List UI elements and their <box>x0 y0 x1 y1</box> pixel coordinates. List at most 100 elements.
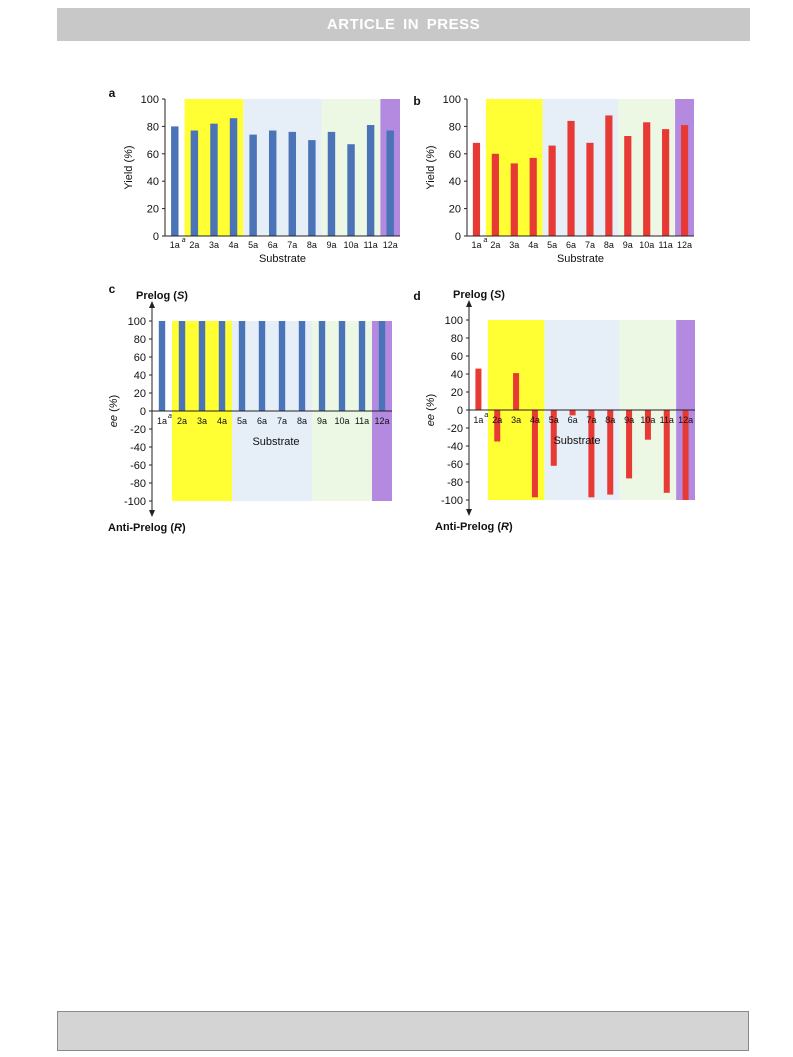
y-tick-label: -60 <box>447 459 463 471</box>
x-tick-label: 9a <box>624 415 634 425</box>
x-tick-label: 1a <box>170 240 180 250</box>
chart-c-ee-blue: c 100 80 60 40 20 0 -20 -40 -60 -80 -100 1a a 2a 3a 4a 5a… <box>108 282 392 534</box>
arrow-up-icon <box>149 301 155 308</box>
anti-prelog-label: Anti-Prelog (R) <box>108 522 186 534</box>
y-tick-label: 60 <box>451 351 463 363</box>
x-tick-label: 6a <box>257 416 267 426</box>
y-tick-label: 80 <box>449 121 461 133</box>
x-tick-label: 1a <box>471 240 481 250</box>
x-tick-label: 12a <box>374 416 389 426</box>
x-tick-label: 6a <box>568 415 578 425</box>
x-tick-label: 5a <box>248 240 258 250</box>
y-axis-label: Yield (%) <box>123 145 135 189</box>
y-tick-label: 20 <box>451 387 463 399</box>
x-tick-label: 5a <box>237 416 247 426</box>
panel-letter: d <box>413 289 420 303</box>
bar-9a <box>318 321 326 411</box>
y-tick-label: 0 <box>140 406 146 418</box>
x-tick-label: 11a <box>660 415 674 425</box>
panel-letter: a <box>109 86 116 100</box>
bar-4a <box>529 157 537 236</box>
bar-5a <box>238 321 246 411</box>
bar-7a <box>288 131 297 236</box>
y-tick-label: -40 <box>447 441 463 453</box>
x-tick-superscript: a <box>483 237 487 244</box>
x-tick-label: 8a <box>605 415 615 425</box>
bar-1a <box>171 126 179 236</box>
y-tick-label: -80 <box>130 478 146 490</box>
panel-letter: b <box>413 94 420 108</box>
x-axis-label: Substrate <box>259 253 306 265</box>
arrow-down-icon <box>149 510 155 517</box>
panel-letter: c <box>109 282 116 296</box>
y-tick-label: -20 <box>447 423 463 435</box>
y-tick-label: 60 <box>147 149 159 161</box>
y-tick-label: 80 <box>147 121 159 133</box>
x-tick-label: 1a <box>473 415 483 425</box>
prelog-label: Prelog (S) <box>136 290 188 302</box>
x-axis-label: Substrate <box>252 436 299 448</box>
anti-prelog-label: Anti-Prelog (R) <box>435 521 513 533</box>
bar-5a <box>249 134 257 236</box>
bar-10a <box>644 410 651 440</box>
x-tick-label: 2a <box>177 416 187 426</box>
bar-9a <box>626 410 633 479</box>
bar-12a <box>680 125 689 236</box>
y-tick-label: 20 <box>147 204 159 216</box>
x-tick-label: 1a <box>157 416 167 426</box>
y-tick-label: 0 <box>153 231 159 243</box>
bar-10a <box>347 144 355 236</box>
x-tick-label: 11a <box>658 240 672 250</box>
x-tick-label: 6a <box>268 240 278 250</box>
x-tick-label: 6a <box>566 240 576 250</box>
y-tick-label: 40 <box>147 176 159 188</box>
x-tick-label: 11a <box>355 416 369 426</box>
bar-5a <box>548 145 556 236</box>
y-tick-label: -60 <box>130 460 146 472</box>
footer-bar <box>57 1011 749 1051</box>
bar-3a <box>513 373 520 410</box>
bar-3a <box>510 163 518 236</box>
y-tick-label: -100 <box>124 496 146 508</box>
x-tick-label: 7a <box>585 240 595 250</box>
bar-12a <box>682 410 689 500</box>
x-tick-label: 7a <box>586 415 596 425</box>
x-tick-label: 3a <box>509 240 519 250</box>
y-tick-label: -100 <box>441 495 463 507</box>
y-tick-label: 100 <box>128 316 146 328</box>
x-tick-label: 9a <box>317 416 327 426</box>
y-tick-label: 60 <box>449 149 461 161</box>
x-tick-label: 10a <box>640 415 655 425</box>
bar-11a <box>663 410 670 493</box>
bar-1a <box>475 368 482 410</box>
bar-4a <box>229 118 238 236</box>
x-tick-label: 4a <box>217 416 227 426</box>
prelog-label: Prelog (S) <box>453 289 505 301</box>
x-tick-label: 7a <box>287 240 297 250</box>
x-tick-label: 8a <box>297 416 307 426</box>
chart-d-ee-red: d 100 80 60 40 20 0 -20 -40 -60 -80 -100 1a a 2a 3a 4a 5a… <box>413 289 695 533</box>
x-tick-label: 4a <box>229 240 239 250</box>
y-tick-label: 20 <box>134 388 146 400</box>
x-tick-label: 8a <box>307 240 317 250</box>
x-tick-label: 10a <box>344 240 359 250</box>
y-tick-label: 40 <box>134 370 146 382</box>
bar-12a <box>378 321 386 411</box>
bar-7a <box>588 410 595 498</box>
y-tick-label: -40 <box>130 442 146 454</box>
x-tick-label: 10a <box>334 416 349 426</box>
x-tick-label: 4a <box>530 415 540 425</box>
x-tick-label: 2a <box>492 415 502 425</box>
y-tick-label: 40 <box>449 176 461 188</box>
y-tick-label: -80 <box>447 477 463 489</box>
article-in-press-banner: ARTICLE IN PRESS <box>57 8 750 41</box>
bar-3a <box>210 123 218 236</box>
bar-11a <box>366 125 375 236</box>
bar-8a <box>605 115 613 236</box>
x-axis-label: Substrate <box>557 253 604 265</box>
x-tick-label: 3a <box>197 416 207 426</box>
x-tick-label: 5a <box>549 415 559 425</box>
x-tick-label: 5a <box>547 240 557 250</box>
y-tick-label: 100 <box>141 94 159 106</box>
x-tick-label: 2a <box>490 240 500 250</box>
